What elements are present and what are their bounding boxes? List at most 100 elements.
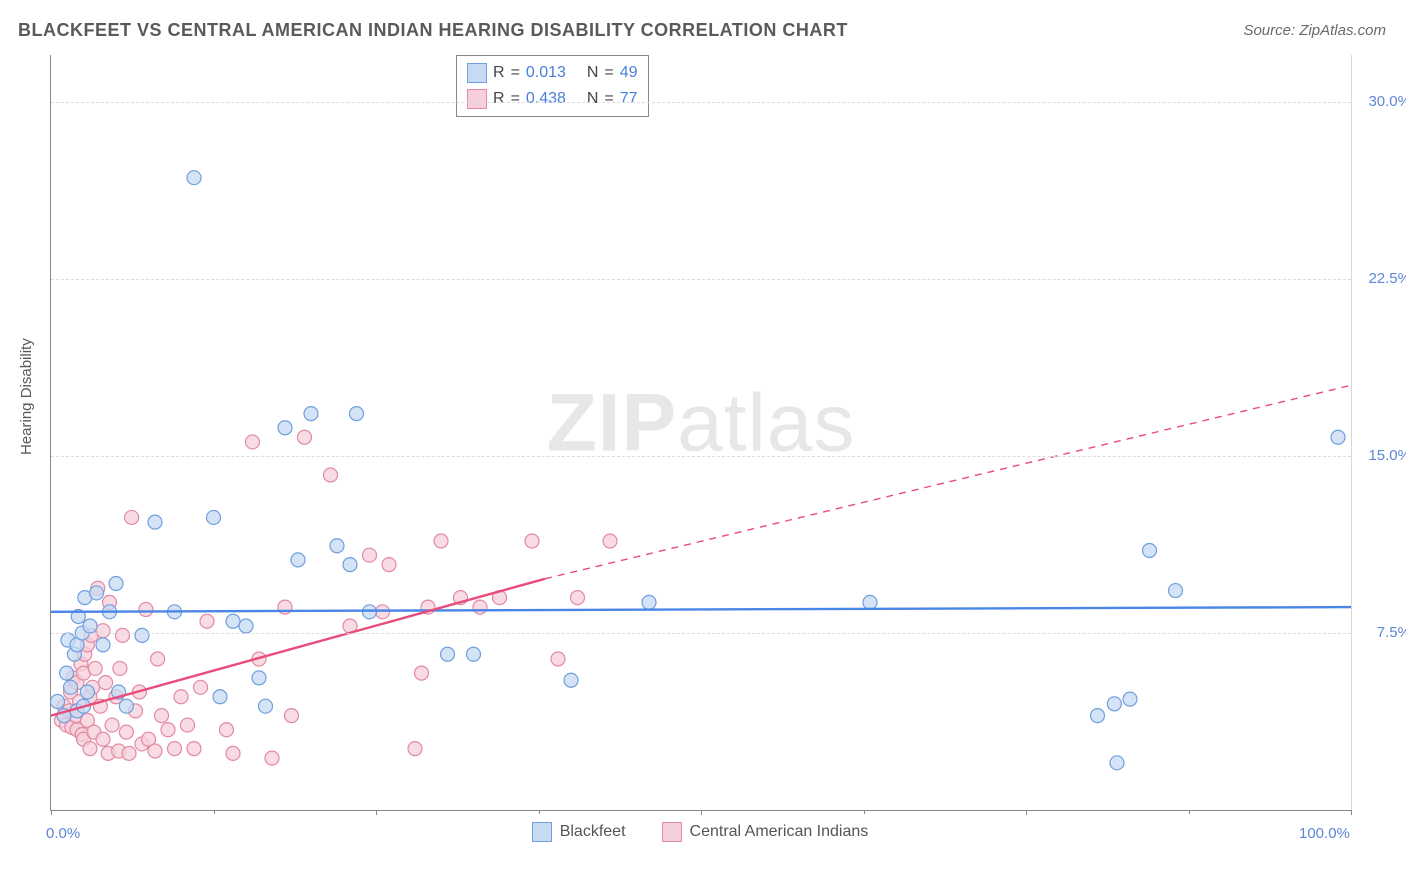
legend-eq: =: [511, 60, 520, 86]
data-point: [324, 468, 338, 482]
data-point: [415, 666, 429, 680]
legend-item: Blackfeet: [532, 822, 626, 842]
legend-n-value: 49: [620, 60, 638, 86]
data-point: [151, 652, 165, 666]
data-point: [330, 539, 344, 553]
data-point: [187, 742, 201, 756]
data-point: [155, 709, 169, 723]
data-point: [83, 742, 97, 756]
trend-line: [51, 607, 1351, 612]
legend-r-value: 0.013: [526, 60, 566, 86]
data-point: [119, 699, 133, 713]
data-point: [125, 510, 139, 524]
data-point: [168, 742, 182, 756]
legend-swatch: [662, 822, 682, 842]
data-point: [1169, 584, 1183, 598]
legend-eq: =: [604, 86, 613, 112]
data-point: [194, 680, 208, 694]
data-point: [863, 595, 877, 609]
data-point: [148, 744, 162, 758]
data-point: [467, 647, 481, 661]
data-point: [350, 407, 364, 421]
y-tick-label: 30.0%: [1356, 93, 1406, 110]
data-point: [174, 690, 188, 704]
data-point: [139, 602, 153, 616]
data-point: [265, 751, 279, 765]
data-point: [1123, 692, 1137, 706]
legend-n-label: N: [587, 60, 599, 86]
source-attribution: Source: ZipAtlas.com: [1243, 22, 1386, 39]
legend-row: R = 0.013 N = 49: [467, 60, 638, 86]
chart-title: BLACKFEET VS CENTRAL AMERICAN INDIAN HEA…: [18, 20, 848, 41]
data-point: [278, 421, 292, 435]
plot-area: ZIPatlas R = 0.013 N = 49 R = 0.438 N = …: [50, 55, 1352, 811]
data-point: [551, 652, 565, 666]
data-point: [135, 628, 149, 642]
data-point: [434, 534, 448, 548]
data-point: [119, 725, 133, 739]
legend-n-label: N: [587, 86, 599, 112]
data-point: [642, 595, 656, 609]
data-point: [246, 435, 260, 449]
gridline: [51, 456, 1351, 457]
data-point: [96, 638, 110, 652]
data-point: [408, 742, 422, 756]
x-tick: [1351, 810, 1352, 815]
legend-r-value: 0.438: [526, 86, 566, 112]
data-point: [200, 614, 214, 628]
legend-r-label: R: [493, 86, 505, 112]
data-point: [109, 577, 123, 591]
data-point: [96, 624, 110, 638]
data-point: [148, 515, 162, 529]
x-tick: [864, 810, 865, 814]
data-point: [96, 732, 110, 746]
legend-eq: =: [604, 60, 613, 86]
data-point: [187, 171, 201, 185]
data-point: [207, 510, 221, 524]
y-axis-label: Hearing Disability: [18, 338, 35, 455]
data-point: [113, 661, 127, 675]
legend-swatch: [532, 822, 552, 842]
data-point: [105, 718, 119, 732]
x-tick: [1026, 810, 1027, 815]
legend-label: Blackfeet: [560, 823, 626, 841]
data-point: [226, 746, 240, 760]
gridline: [51, 633, 1351, 634]
data-point: [239, 619, 253, 633]
data-point: [51, 694, 65, 708]
data-point: [80, 685, 94, 699]
gridline: [51, 102, 1351, 103]
trend-line-extrapolated: [545, 385, 1351, 578]
data-point: [64, 680, 78, 694]
data-point: [473, 600, 487, 614]
data-point: [603, 534, 617, 548]
data-point: [83, 619, 97, 633]
y-tick-label: 22.5%: [1356, 270, 1406, 287]
x-tick: [539, 810, 540, 814]
data-point: [161, 723, 175, 737]
data-point: [291, 553, 305, 567]
y-tick-label: 7.5%: [1356, 624, 1406, 641]
y-tick-label: 15.0%: [1356, 447, 1406, 464]
correlation-legend: R = 0.013 N = 49 R = 0.438 N = 77: [456, 55, 649, 117]
legend-eq: =: [511, 86, 520, 112]
data-point: [60, 666, 74, 680]
data-point: [564, 673, 578, 687]
legend-row: R = 0.438 N = 77: [467, 86, 638, 112]
data-point: [213, 690, 227, 704]
data-point: [90, 586, 104, 600]
series-legend: Blackfeet Central American Indians: [50, 822, 1350, 842]
legend-item: Central American Indians: [662, 822, 869, 842]
x-tick: [376, 810, 377, 815]
data-point: [116, 628, 130, 642]
data-point: [181, 718, 195, 732]
data-point: [220, 723, 234, 737]
data-point: [285, 709, 299, 723]
data-point: [1107, 697, 1121, 711]
data-point: [441, 647, 455, 661]
legend-swatch: [467, 89, 487, 109]
data-point: [1331, 430, 1345, 444]
x-tick: [701, 810, 702, 815]
data-point: [259, 699, 273, 713]
legend-swatch: [467, 63, 487, 83]
